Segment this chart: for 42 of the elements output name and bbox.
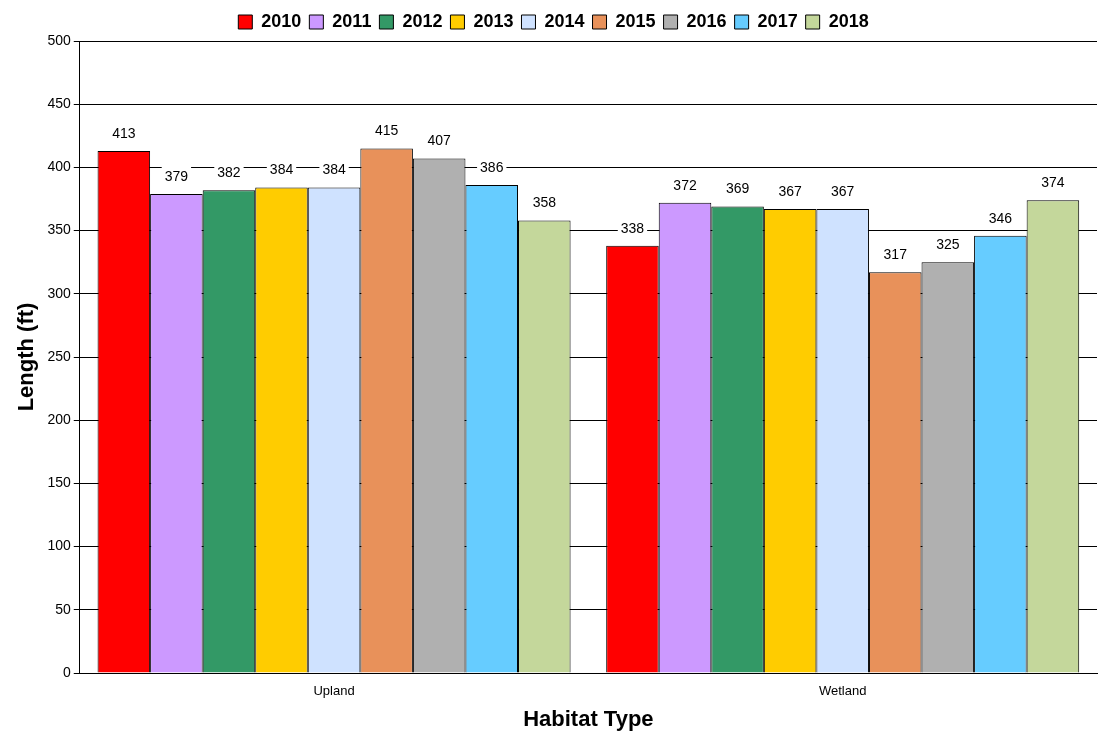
y-tick-label: 200 [47, 411, 71, 428]
data-label: 372 [673, 176, 697, 193]
y-tick-label: 250 [47, 347, 71, 364]
legend-label: 2014 [544, 10, 585, 31]
data-label: 415 [374, 122, 399, 139]
data-label: 407 [427, 132, 452, 149]
data-label: 386 [480, 158, 504, 175]
y-tick-label: 350 [47, 221, 71, 238]
legend-label: 2018 [828, 10, 869, 31]
data-label: 374 [1041, 174, 1065, 191]
legend-label: 2016 [686, 10, 727, 31]
data-label: 384 [322, 161, 346, 178]
data-label: 317 [883, 246, 908, 263]
x-tick-label: Upland [313, 683, 355, 699]
y-tick-label: 450 [47, 95, 71, 112]
y-tick-label: 100 [47, 537, 71, 554]
legend-label: 2017 [757, 10, 798, 31]
legend-label: 2010 [261, 10, 302, 31]
y-tick-label: 300 [47, 284, 71, 301]
data-label: 367 [778, 182, 803, 199]
data-label: 382 [217, 164, 241, 181]
legend-label: 2012 [402, 10, 443, 31]
legend-label: 2015 [615, 10, 656, 31]
data-label: 358 [532, 194, 557, 211]
data-label: 367 [831, 182, 855, 199]
legend-label: 2011 [332, 10, 372, 31]
y-tick-label: 0 [62, 663, 71, 680]
data-label: 413 [112, 124, 136, 141]
data-label: 384 [269, 161, 294, 178]
x-axis-title: Habitat Type [523, 705, 654, 731]
x-tick-label: Wetland [818, 683, 867, 699]
y-tick-label: 50 [55, 600, 71, 617]
data-label: 338 [620, 219, 645, 236]
data-label: 325 [936, 236, 960, 253]
y-tick-label: 500 [47, 31, 71, 48]
data-label: 369 [725, 180, 750, 197]
legend-label: 2013 [473, 10, 514, 31]
y-tick-label: 150 [47, 474, 71, 491]
y-tick-label: 400 [47, 158, 71, 175]
y-axis-title: Length (ft) [13, 302, 39, 412]
data-label: 379 [164, 167, 189, 184]
data-label: 346 [988, 209, 1013, 226]
